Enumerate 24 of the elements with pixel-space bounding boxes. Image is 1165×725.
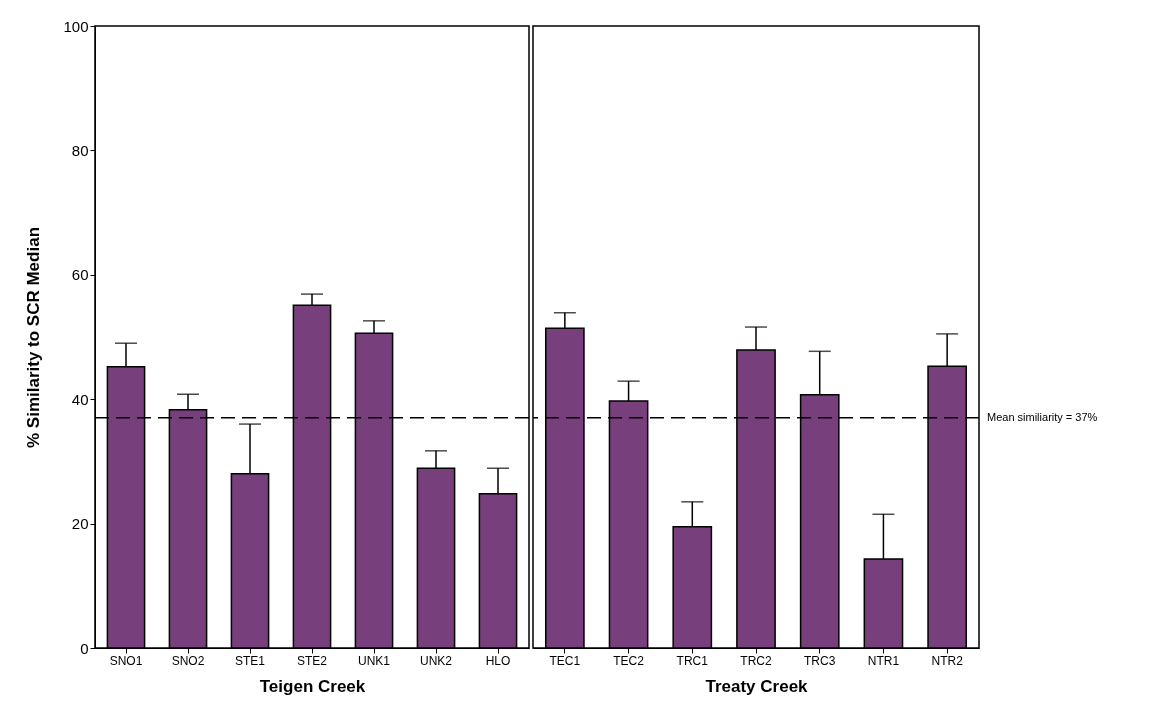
x-tick-label: NTR1 — [867, 653, 900, 668]
x-axis-title: Teigen Creek — [259, 676, 366, 696]
x-tick-label: UNK1 — [357, 653, 391, 668]
x-tick-label: TRC2 — [740, 653, 772, 668]
y-tick-label: 40 — [71, 390, 89, 408]
x-tick-label: STE2 — [296, 653, 328, 668]
x-tick-label: TRC1 — [676, 653, 709, 668]
x-tick-label: UNK2 — [419, 653, 453, 668]
x-tick-label: TEC2 — [613, 653, 645, 668]
x-tick-label: SNO2 — [171, 653, 205, 668]
x-tick-label: TRC3 — [804, 653, 836, 668]
x-tick-label: TEC1 — [549, 653, 581, 668]
x-tick-label: STE1 — [234, 653, 266, 668]
x-tick-label: NTR2 — [931, 653, 964, 668]
x-tick-label: SNO1 — [109, 653, 143, 668]
y-tick-label: 100 — [63, 17, 89, 35]
y-axis-title: % Similarity to SCR Median — [24, 226, 44, 449]
x-tick-label: HLO — [485, 653, 511, 668]
y-tick-label: 60 — [71, 266, 89, 284]
y-tick-label: 0 — [80, 639, 89, 657]
ref-line-label: Mean similiarity = 37% — [987, 410, 1098, 423]
y-tick-label: 20 — [71, 515, 89, 533]
x-axis-title: Treaty Creek — [705, 676, 809, 696]
y-tick-label: 80 — [71, 141, 89, 159]
